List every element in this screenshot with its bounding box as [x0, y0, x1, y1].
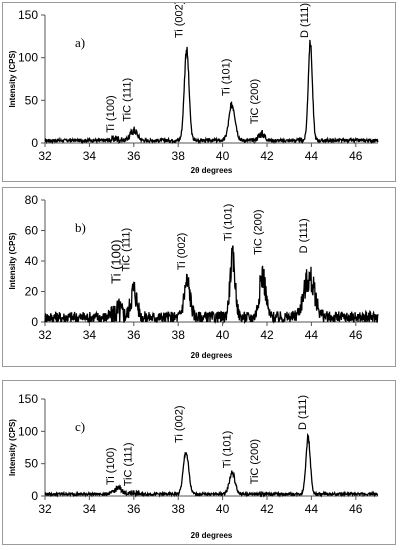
- y-tick-label: 100: [18, 51, 38, 65]
- x-tick-label: 42: [260, 502, 274, 516]
- peak-annotation: Ti (002): [174, 405, 186, 443]
- y-tick-label: 0: [31, 315, 38, 329]
- xrd-panel-b: 0 20 40 60 80 32 34 36 38 40 42 44 46 2θ degrees Inten…: [2, 187, 396, 367]
- x-tick-label: 44: [305, 328, 319, 342]
- x-tick-label: 44: [305, 149, 319, 163]
- peak-annotation: TiC (111): [123, 442, 135, 486]
- x-tick-label: 34: [83, 502, 97, 516]
- xrd-trace-line: [44, 245, 379, 325]
- x-tick-label: 32: [38, 502, 52, 516]
- x-tick-label: 36: [127, 149, 141, 163]
- x-tick-label: 42: [260, 328, 274, 342]
- xrd-chart-c: 0 50 100 150 32 34 36 38 40 42 44 46 2θ degrees Inten…: [8, 392, 379, 540]
- y-tick-label: 40: [25, 254, 39, 268]
- y-tick-label: 50: [25, 457, 39, 471]
- peak-annotation: TiC (200): [249, 439, 261, 484]
- panel-label-c: c): [75, 419, 85, 434]
- x-axis-title: 2θ degrees: [191, 351, 233, 360]
- x-tick-label: 36: [127, 502, 141, 516]
- peak-annotation: Ti (100): [108, 240, 123, 284]
- peak-annotation: Ti (101): [220, 59, 232, 97]
- peak-annotation: TiC (111): [120, 228, 132, 272]
- x-tick-label: 34: [83, 328, 97, 342]
- panel-label-a: a): [75, 35, 85, 50]
- y-tick-label: 100: [18, 424, 38, 438]
- xrd-trace-line: [44, 432, 379, 498]
- y-tick-label: 0: [31, 489, 38, 503]
- y-tick-label: 150: [18, 8, 38, 22]
- peak-annotation: TiC (200): [252, 209, 264, 254]
- x-tick-label: 32: [38, 149, 52, 163]
- y-axis-title: Intensity (CPS): [8, 419, 17, 476]
- peak-annotation: Ti (100): [105, 448, 117, 486]
- peak-annotation: Ti (100): [105, 95, 117, 133]
- xrd-panel-a: 0 50 100 150 32 34 36 38 40 42 44 46 2θ degrees Inten…: [2, 2, 396, 182]
- x-tick-label: 36: [127, 328, 141, 342]
- x-tick-label: 38: [172, 502, 186, 516]
- x-tick-label: 46: [349, 502, 363, 516]
- peak-annotation: TiC (200): [249, 79, 261, 124]
- x-tick-label: 38: [172, 149, 186, 163]
- x-tick-label: 46: [349, 328, 363, 342]
- xrd-chart-a: 0 50 100 150 32 34 36 38 40 42 44 46 2θ degrees Inten…: [8, 3, 379, 175]
- y-tick-label: 0: [31, 136, 38, 150]
- x-tick-label: 40: [216, 328, 230, 342]
- x-tick-label: 34: [83, 149, 97, 163]
- x-tick-label: 32: [38, 328, 52, 342]
- y-tick-label: 150: [18, 392, 38, 406]
- xrd-chart-b: 0 20 40 60 80 32 34 36 38 40 42 44 46 2θ degrees Inten…: [8, 193, 379, 360]
- peak-annotation: Ti (002): [174, 3, 186, 38]
- x-tick-label: 40: [216, 502, 230, 516]
- y-tick-label: 20: [25, 285, 39, 299]
- panel-label-b: b): [75, 220, 86, 235]
- peak-annotation: D (111): [299, 3, 311, 38]
- peak-annotation: D (111): [298, 218, 310, 253]
- peak-annotation: Ti (101): [222, 204, 234, 241]
- y-tick-label: 80: [25, 193, 39, 207]
- x-tick-label: 38: [172, 328, 186, 342]
- y-axis-title: Intensity (CPS): [8, 50, 17, 107]
- y-axis-title: Intensity (CPS): [8, 232, 17, 289]
- x-tick-label: 42: [260, 149, 274, 163]
- peak-annotation: Ti (002): [176, 233, 188, 271]
- x-tick-label: 40: [216, 149, 230, 163]
- y-tick-label: 50: [25, 93, 39, 107]
- x-axis-title: 2θ degrees: [191, 531, 233, 540]
- xrd-panel-c: 0 50 100 150 32 34 36 38 40 42 44 46 2θ degrees Inten…: [2, 380, 396, 545]
- xrd-trace-line: [44, 39, 379, 145]
- x-axis-title: 2θ degrees: [191, 166, 233, 175]
- peak-annotation: D (111): [297, 395, 309, 430]
- y-tick-label: 60: [25, 224, 39, 238]
- x-tick-label: 44: [305, 502, 319, 516]
- peak-annotation: TiC (111): [121, 78, 133, 122]
- peak-annotation: Ti (101): [221, 431, 233, 469]
- x-tick-label: 46: [349, 149, 363, 163]
